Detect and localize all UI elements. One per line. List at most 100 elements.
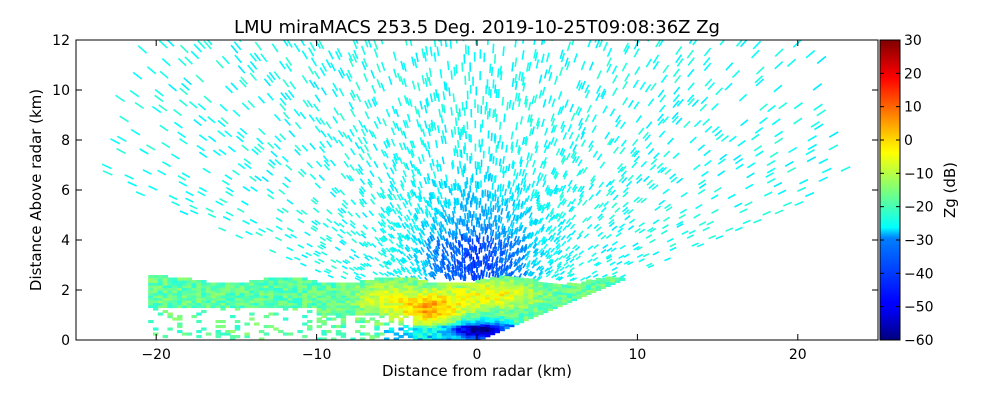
cloud-cell xyxy=(282,280,289,284)
cloud-cell xyxy=(335,302,342,306)
radar-gate xyxy=(410,148,415,157)
radar-gate xyxy=(565,60,571,71)
cloud-cell xyxy=(465,322,472,326)
radar-gate xyxy=(534,51,539,62)
radar-gate xyxy=(516,193,520,201)
radar-gate xyxy=(436,125,440,134)
cloud-cell xyxy=(201,297,207,301)
radar-gate xyxy=(359,146,365,154)
radar-gate xyxy=(345,174,352,182)
radar-gate xyxy=(432,191,436,199)
radar-gate xyxy=(433,212,438,220)
radar-gate xyxy=(497,214,501,222)
cloud-cell xyxy=(215,335,221,339)
cloud-cell xyxy=(230,282,236,286)
radar-gate xyxy=(533,189,538,197)
cloud-cell xyxy=(374,327,380,331)
radar-gate xyxy=(486,244,489,252)
cloud-cell xyxy=(359,312,366,316)
cloud-cell xyxy=(148,280,154,284)
cloud-cell xyxy=(379,287,385,291)
radar-gate xyxy=(179,210,189,216)
radar-gate xyxy=(557,201,562,209)
cloud-cell xyxy=(177,292,183,296)
cloud-cell xyxy=(581,284,587,288)
radar-gate xyxy=(323,163,330,171)
radar-gate xyxy=(451,233,454,240)
radar-gate xyxy=(424,260,429,267)
cloud-cell xyxy=(489,279,496,283)
cloud-cell xyxy=(504,326,510,330)
cloud-cell xyxy=(186,302,193,306)
radar-gate xyxy=(437,195,441,203)
radar-gate xyxy=(529,194,534,202)
radar-gate xyxy=(417,274,422,280)
cloud-cell xyxy=(172,287,178,291)
cloud-cell xyxy=(513,304,520,308)
cloud-cell xyxy=(153,305,159,309)
cloud-cell xyxy=(316,297,322,301)
radar-gate xyxy=(439,182,444,190)
radar-gate xyxy=(518,273,523,279)
radar-gate xyxy=(816,55,827,65)
cloud-cell xyxy=(494,295,500,299)
radar-gate xyxy=(306,99,314,109)
cloud-cell xyxy=(446,330,452,334)
cloud-cell xyxy=(268,305,274,309)
radar-gate xyxy=(402,201,407,209)
radar-gate xyxy=(542,98,547,108)
cloud-cell xyxy=(465,317,472,321)
cloud-cell xyxy=(364,310,371,314)
radar-gate xyxy=(452,242,455,249)
cloud-cell xyxy=(249,305,255,309)
cloud-cell xyxy=(388,285,395,289)
radar-gate xyxy=(532,242,537,249)
radar-gate xyxy=(610,247,617,253)
radar-gate xyxy=(368,129,374,138)
cloud-cell xyxy=(398,312,404,316)
radar-gate xyxy=(282,182,290,189)
radar-gate xyxy=(429,192,433,200)
radar-gate xyxy=(631,161,638,169)
radar-gate xyxy=(536,194,541,202)
radar-gate xyxy=(490,174,493,182)
radar-gate xyxy=(392,193,398,201)
cloud-cell xyxy=(278,285,284,289)
radar-gate xyxy=(170,153,180,160)
cloud-cell xyxy=(542,297,549,301)
cloud-cell xyxy=(456,317,462,321)
cloud-cell xyxy=(384,307,390,311)
cloud-cell xyxy=(446,300,452,304)
cloud-cell xyxy=(470,295,476,299)
radar-gate xyxy=(505,204,509,212)
cloud-cell xyxy=(436,285,443,289)
radar-gate xyxy=(553,138,558,147)
cloud-cell xyxy=(254,295,260,299)
cloud-cell xyxy=(427,287,433,291)
radar-gate xyxy=(413,267,419,273)
radar-gate xyxy=(443,273,448,280)
cloud-cell xyxy=(311,305,318,309)
radar-gate xyxy=(572,244,578,250)
cloud-cell xyxy=(523,318,529,322)
cloud-cell xyxy=(282,285,289,289)
radar-gate xyxy=(340,207,347,214)
radar-gate xyxy=(519,159,523,168)
cloud-cell xyxy=(470,307,476,311)
cloud-cell xyxy=(538,309,544,313)
radar-gate xyxy=(555,239,561,245)
cloud-cell xyxy=(162,300,168,304)
radar-gate xyxy=(249,53,258,62)
radar-gate xyxy=(255,231,263,237)
radar-gate xyxy=(434,219,439,226)
radar-gate xyxy=(419,207,425,214)
cloud-cell xyxy=(355,330,361,334)
radar-gate xyxy=(481,270,484,277)
radar-gate xyxy=(636,246,643,251)
cloud-cell xyxy=(475,305,481,309)
radar-gate xyxy=(545,251,550,258)
radar-gate xyxy=(526,62,530,72)
cloud-cell xyxy=(359,337,366,340)
cloud-cell xyxy=(191,295,197,299)
radar-gate xyxy=(560,235,566,241)
